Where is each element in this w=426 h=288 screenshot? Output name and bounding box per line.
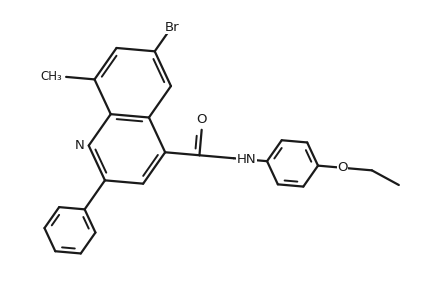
Text: Br: Br (164, 21, 179, 34)
Text: O: O (196, 113, 207, 126)
Text: N: N (75, 139, 85, 152)
Text: CH₃: CH₃ (40, 70, 62, 84)
Text: HN: HN (237, 153, 256, 166)
Text: O: O (337, 161, 348, 174)
